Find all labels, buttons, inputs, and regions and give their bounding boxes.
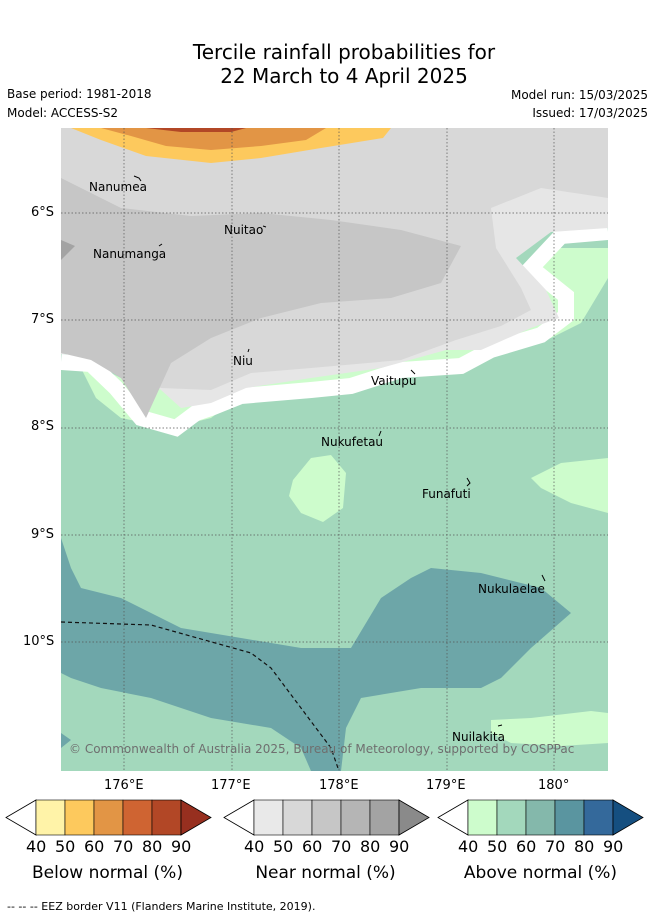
island-marks [133,175,546,727]
lat-label-6s: 6°S [31,205,55,220]
legend-near-swatch-2 [311,799,342,836]
model-name: Model: ACCESS-S2 [7,106,119,120]
legend-near-low-arrow [223,799,255,836]
legend-below-swatch-4 [151,799,182,836]
place-niu: Niu [233,354,253,368]
legend-title-near: Near normal (%) [255,863,396,883]
legend-below-swatch-3 [122,799,153,836]
legend-below-tick-50: 50 [55,837,76,856]
legend-above-swatch-1 [496,799,527,836]
legend-below-low-arrow [5,799,37,836]
legend-near-high-arrow [398,799,430,836]
legend-near-swatch-0 [253,799,284,836]
place-nanumanga: Nanumanga [93,247,167,261]
near-normal-60-70 [61,178,461,418]
copyright-note: © Commonwealth of Australia 2025, Bureau… [69,742,575,756]
eez-footnote: -- -- -- EEZ border V11 (Flanders Marine… [7,900,316,913]
legend-above-tick-40: 40 [458,837,479,856]
legend-above-swatch-2 [525,799,556,836]
legend-below-swatch-2 [93,799,124,836]
legend-title-above: Above normal (%) [463,863,618,883]
lon-label-177e: 177°E [211,778,251,793]
lon-label-180: 180° [538,778,570,793]
legend-above-swatch-0 [467,799,498,836]
legend-below-tick-70: 70 [113,837,134,856]
place-nanumea: Nanumea [89,180,147,194]
place-vaitupu: Vaitupu [371,374,417,388]
lat-label-10s: 10°S [23,634,55,649]
legend-below-tick-80: 80 [142,837,163,856]
legend-title-below: Below normal (%) [32,863,183,883]
above-normal-70-80 [61,538,571,771]
lon-label-179e: 179°E [426,778,466,793]
title-line-2: 22 March to 4 April 2025 [220,64,468,88]
legend-near-tick-70: 70 [331,837,352,856]
legend-below-swatch-0 [35,799,66,836]
legend-above-tick-90: 90 [603,837,624,856]
legend-near-swatch-4 [369,799,400,836]
below-normal-70-80 [146,128,246,132]
eez-border [61,621,340,771]
legend-near-tick-40: 40 [244,837,265,856]
lon-label-176e: 176°E [104,778,144,793]
legend-near-tick-60: 60 [302,837,323,856]
legend-above-low-arrow [437,799,469,836]
legend-above-tick-80: 80 [574,837,595,856]
legend-above-high-arrow [612,799,644,836]
above-normal-40-50-south [491,711,608,746]
legend-above-tick-60: 60 [516,837,537,856]
legend-near-swatch-1 [282,799,313,836]
legend-near-tick-80: 80 [360,837,381,856]
place-nukulaelae: Nukulaelae [478,582,545,596]
above-normal-40-50-patch [289,455,346,522]
place-nuitao: Nuitao [224,223,264,237]
issued-date: Issued: 17/03/2025 [532,106,648,120]
legend-above-swatch-3 [554,799,585,836]
title-line-1: Tercile rainfall probabilities for [192,40,496,64]
legend-above-swatch-4 [583,799,614,836]
near-normal-70-80 [61,240,75,260]
boundary-white-north [61,224,608,437]
legend-above-tick-70: 70 [545,837,566,856]
rainfall-map [61,128,608,771]
lon-label-178e: 178°E [319,778,359,793]
lat-label-8s: 8°S [31,419,55,434]
above-normal-40-50-east [531,458,608,513]
lat-label-7s: 7°S [31,312,55,327]
legend-near-tick-50: 50 [273,837,294,856]
legend-above-tick-50: 50 [487,837,508,856]
legend-below-tick-90: 90 [171,837,192,856]
model-run: Model run: 15/03/2025 [510,88,648,102]
above-normal-60-70-corner [61,733,71,748]
legend-below-high-arrow [180,799,212,836]
below-normal-50-60 [101,128,326,150]
legend-near-swatch-3 [340,799,371,836]
map-title: Tercile rainfall probabilities for 22 Ma… [0,40,655,88]
place-nuilakita: Nuilakita [452,730,505,744]
place-nukufetau: Nukufetau [321,435,384,449]
base-period: Base period: 1981-2018 [7,87,152,101]
legend-below-tick-40: 40 [26,837,47,856]
legend-below-tick-60: 60 [84,837,105,856]
lat-label-9s: 9°S [31,527,55,542]
legend-below-swatch-1 [64,799,95,836]
legend-colorbars [5,799,644,836]
legend-near-tick-90: 90 [389,837,410,856]
place-funafuti: Funafuti [422,487,471,501]
grid-lines [61,128,608,771]
